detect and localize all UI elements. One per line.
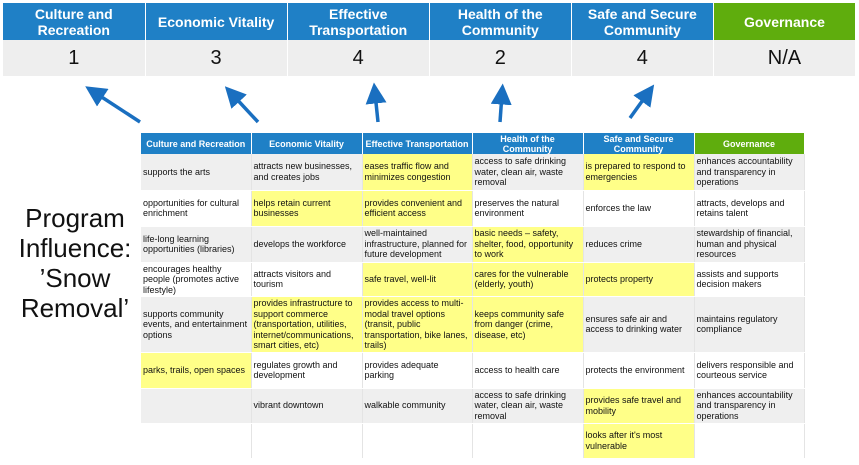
table-row: supports the arts attracts new businesses… (141, 154, 805, 191)
arrow-icon (365, 82, 387, 123)
table-cell: maintains regulatory compliance (694, 296, 805, 353)
table-cell: helps retain current businesses (251, 190, 363, 227)
summary-header: Health of the Community (429, 3, 572, 40)
summary-header: Culture and Recreation (3, 3, 146, 40)
table-cell: ensures safe air and access to drinking … (583, 296, 695, 353)
table-cell: eases traffic flow and minimizes congest… (362, 154, 473, 191)
column-header: Culture and Recreation (141, 133, 252, 154)
table-cell: encourages healthy people (promotes acti… (141, 262, 252, 297)
table-row: vibrant downtown walkable community access… (141, 388, 805, 424)
table-cell: opportunities for cultural enrichment (141, 190, 252, 227)
table-row: parks, trails, open spaces regulates grow… (141, 352, 805, 389)
table-cell: provides adequate parking (362, 352, 473, 389)
arrow-icon (628, 84, 655, 120)
arrow-icon (490, 83, 512, 123)
table-cell: is prepared to respond to emergencies (583, 154, 695, 191)
label-line: ’Snow (39, 263, 111, 293)
table-cell: reduces crime (583, 226, 695, 263)
column-header: Health of the Community (472, 133, 584, 154)
table-cell: attracts visitors and tourism (251, 262, 363, 297)
table-cell (694, 423, 805, 459)
table-cell: supports the arts (141, 154, 252, 191)
table-row: life-long learning opportunities (librar… (141, 226, 805, 263)
table-cell: provides access to multi-modal travel op… (362, 296, 473, 353)
summary-score: N/A (713, 40, 857, 76)
table-cell: stewardship of financial, human and phys… (694, 226, 805, 263)
label-line: Influence: (18, 233, 132, 263)
table-cell: attracts new businesses, and creates job… (251, 154, 363, 191)
column-header: Governance (694, 133, 805, 154)
table-row: opportunities for cultural enrichment hel… (141, 190, 805, 227)
column-header: Effective Transportation (362, 133, 473, 154)
table-row: supports community events, and entertain… (141, 296, 805, 353)
table-cell: provides convenient and efficient access (362, 190, 473, 227)
summary-table: Culture and Recreation Economic Vitality E… (3, 3, 857, 76)
table-cell (251, 423, 363, 459)
table-cell: enhances accountability and transparency… (694, 154, 805, 191)
summary-header: Economic Vitality (145, 3, 288, 40)
label-line: Removal’ (20, 293, 130, 323)
table-cell: life-long learning opportunities (librar… (141, 226, 252, 263)
summary-score: 3 (145, 40, 288, 76)
summary-score: 1 (3, 40, 146, 76)
arrows (85, 82, 655, 124)
table-cell: provides infrastructure to support comme… (251, 296, 363, 353)
table-row: encourages healthy people (promotes acti… (141, 262, 805, 297)
table-cell: access to safe drinking water, clean air… (472, 154, 584, 191)
table-cell: cares for the vulnerable (elderly, youth… (472, 262, 584, 297)
label-line: Program (25, 203, 125, 233)
table-cell (362, 423, 473, 459)
table-cell: provides safe travel and mobility (583, 388, 695, 424)
table-cell: safe travel, well-lit (362, 262, 473, 297)
table-cell: supports community events, and entertain… (141, 296, 252, 353)
table-cell: vibrant downtown (251, 388, 363, 424)
summary-header: Safe and Secure Community (571, 3, 714, 40)
table-cell: protects property (583, 262, 695, 297)
table-cell: assists and supports decision makers (694, 262, 805, 297)
table-cell (141, 423, 252, 459)
table-cell: attracts, develops and retains talent (694, 190, 805, 227)
column-header: Economic Vitality (251, 133, 363, 154)
table-cell: protects the environment (583, 352, 695, 389)
summary-score: 4 (287, 40, 430, 76)
column-header: Safe and Secure Community (583, 133, 695, 154)
program-influence-label: Program Influence: ’Snow Removal’ (0, 203, 150, 323)
table-cell (472, 423, 584, 459)
table-cell: well-maintained infrastructure, planned … (362, 226, 473, 263)
table-cell: parks, trails, open spaces (141, 352, 252, 389)
table-cell: delivers responsible and courteous servi… (694, 352, 805, 389)
table-cell: walkable community (362, 388, 473, 424)
table-cell: regulates growth and development (251, 352, 363, 389)
table-cell: enhances accountability and transparency… (694, 388, 805, 424)
arrow-icon (85, 86, 141, 124)
arrow-icon (224, 86, 260, 124)
influence-matrix: Culture and Recreation Economic Vitality E… (141, 133, 805, 459)
table-cell: basic needs – safety, shelter, food, opp… (472, 226, 584, 263)
table-cell (141, 388, 252, 424)
table-cell: access to health care (472, 352, 584, 389)
table-cell: keeps community safe from danger (crime,… (472, 296, 584, 353)
table-cell: preserves the natural environment (472, 190, 584, 227)
table-cell: enforces the law (583, 190, 695, 227)
table-row: looks after it's most vulnerable (141, 423, 805, 459)
table-cell: access to safe drinking water, clean air… (472, 388, 584, 424)
summary-header: Effective Transportation (287, 3, 430, 40)
summary-score: 2 (429, 40, 572, 76)
summary-header: Governance (713, 3, 857, 40)
table-cell: develops the workforce (251, 226, 363, 263)
table-cell: looks after it's most vulnerable (583, 423, 695, 459)
summary-score: 4 (571, 40, 714, 76)
